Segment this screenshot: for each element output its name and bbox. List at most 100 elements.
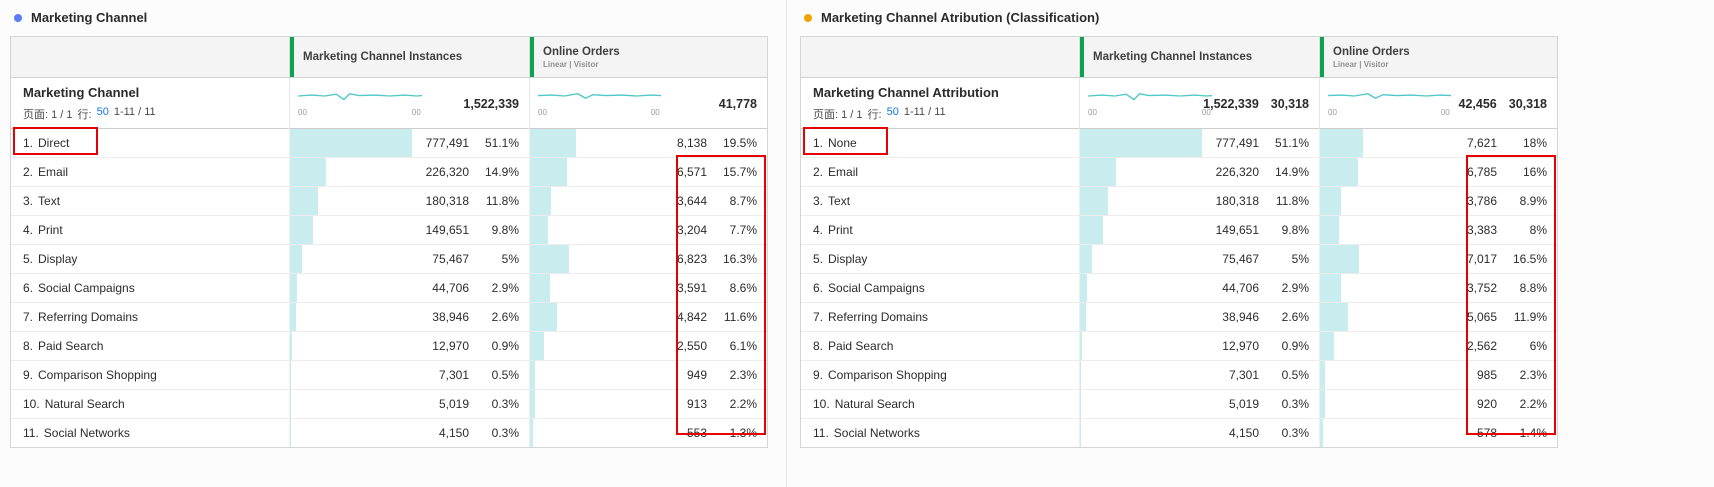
table-row[interactable]: 11. Social Networks 4,150 0.3% 553 1.3% bbox=[11, 419, 767, 447]
table-body: 1. Direct 777,491 51.1% 8,138 19.5% 2. E… bbox=[11, 129, 767, 447]
instances-cell: 4,150 0.3% bbox=[289, 419, 529, 447]
value-bar bbox=[1320, 129, 1363, 157]
row-label: Print bbox=[38, 223, 63, 237]
metric-percent: 0.3% bbox=[1281, 397, 1309, 411]
metric-value: 149,651 bbox=[1215, 223, 1259, 237]
metric-total: 1,522,339 bbox=[1203, 96, 1259, 111]
value-bar bbox=[290, 158, 326, 186]
value-bar bbox=[530, 187, 551, 215]
value-bar bbox=[530, 216, 549, 244]
row-rank: 6. bbox=[23, 281, 34, 295]
row-rank: 2. bbox=[813, 165, 824, 179]
metric-value: 75,467 bbox=[1222, 252, 1259, 266]
metric-percent: 2.3% bbox=[729, 368, 757, 382]
metric-percent: 8.7% bbox=[729, 194, 757, 208]
table-row[interactable]: 2. Email 226,320 14.9% 6,785 16% bbox=[801, 158, 1557, 187]
table-row[interactable]: 5. Display 75,467 5% 7,017 16.5% bbox=[801, 245, 1557, 274]
value-bar bbox=[1080, 303, 1087, 331]
value-bar bbox=[1080, 390, 1081, 418]
value-bar bbox=[530, 361, 536, 389]
column-header-instances[interactable]: Marketing Channel Instances bbox=[289, 37, 529, 77]
table-row[interactable]: 4. Print 149,651 9.8% 3,383 8% bbox=[801, 216, 1557, 245]
row-label: Social Campaigns bbox=[38, 281, 135, 295]
column-header-instances[interactable]: Marketing Channel Instances bbox=[1079, 37, 1319, 77]
row-range: 1-11 / 11 bbox=[903, 106, 946, 118]
table-row[interactable]: 8. Paid Search 12,970 0.9% 2,550 6.1% bbox=[11, 332, 767, 361]
instances-cell: 44,706 2.9% bbox=[1079, 274, 1319, 302]
row-label: Email bbox=[828, 165, 859, 179]
rows-per-page-link[interactable]: 50 bbox=[96, 106, 109, 118]
panel-header-marketing-channel: Marketing Channel bbox=[14, 10, 147, 25]
table-row[interactable]: 7. Referring Domains 38,946 2.6% 4,842 1… bbox=[11, 303, 767, 332]
instances-cell: 777,491 51.1% bbox=[289, 129, 529, 157]
metric-percent: 0.5% bbox=[491, 368, 519, 382]
table-row[interactable]: 10. Natural Search 5,019 0.3% 913 2.2% bbox=[11, 390, 767, 419]
orders-cell: 3,383 8% bbox=[1319, 216, 1557, 244]
row-rank: 4. bbox=[813, 223, 824, 237]
column-header-online-orders[interactable]: Online Orders Linear | Visitor bbox=[529, 37, 767, 77]
table-row[interactable]: 10. Natural Search 5,019 0.3% 920 2.2% bbox=[801, 390, 1557, 419]
table-row[interactable]: 2. Email 226,320 14.9% 6,571 15.7% bbox=[11, 158, 767, 187]
value-bar bbox=[1080, 158, 1116, 186]
table-row[interactable]: 6. Social Campaigns 44,706 2.9% 3,591 8.… bbox=[11, 274, 767, 303]
value-bar bbox=[1320, 216, 1339, 244]
dimension-cell: 1. None bbox=[801, 129, 1079, 157]
table-row[interactable]: 1. Direct 777,491 51.1% 8,138 19.5% bbox=[11, 129, 767, 158]
rows-per-page-link[interactable]: 50 bbox=[886, 106, 899, 118]
metric-percent: 51.1% bbox=[1274, 136, 1309, 150]
table-row[interactable]: 6. Social Campaigns 44,706 2.9% 3,752 8.… bbox=[801, 274, 1557, 303]
metric-value: 180,318 bbox=[1215, 194, 1259, 208]
dimension-cell: 7. Referring Domains bbox=[11, 303, 289, 331]
dimension-cell: 5. Display bbox=[801, 245, 1079, 273]
table-row[interactable]: 7. Referring Domains 38,946 2.6% 5,065 1… bbox=[801, 303, 1557, 332]
row-rank: 3. bbox=[23, 194, 34, 208]
metric-percent: 51.1% bbox=[484, 136, 519, 150]
dimension-title: Marketing Channel Attribution bbox=[813, 85, 999, 100]
table-row[interactable]: 1. None 777,491 51.1% 7,621 18% bbox=[801, 129, 1557, 158]
metric-value: 553 bbox=[686, 426, 707, 440]
row-label: Text bbox=[828, 194, 851, 208]
row-rank: 6. bbox=[813, 281, 824, 295]
metric-value: 7,621 bbox=[1466, 136, 1497, 150]
metric-accent-bar bbox=[530, 37, 534, 77]
table-row[interactable]: 9. Comparison Shopping 7,301 0.5% 985 2.… bbox=[801, 361, 1557, 390]
table-row[interactable]: 8. Paid Search 12,970 0.9% 2,562 6% bbox=[801, 332, 1557, 361]
metric-value: 8,138 bbox=[676, 136, 707, 150]
table-row[interactable]: 3. Text 180,318 11.8% 3,786 8.9% bbox=[801, 187, 1557, 216]
row-rank: 5. bbox=[813, 252, 824, 266]
metric-value: 3,644 bbox=[676, 194, 707, 208]
row-label: Paid Search bbox=[38, 339, 104, 353]
column-header-online-orders[interactable]: Online Orders Linear | Visitor bbox=[1319, 37, 1557, 77]
metric-value: 44,706 bbox=[1222, 281, 1259, 295]
table-row[interactable]: 11. Social Networks 4,150 0.3% 578 1.4% bbox=[801, 419, 1557, 447]
value-bar bbox=[1320, 332, 1335, 360]
dimension-header-cell: Marketing Channel Attribution 页面: 1 / 1 … bbox=[801, 78, 1079, 129]
metric-percent: 0.3% bbox=[491, 397, 519, 411]
metric-percent: 2.2% bbox=[729, 397, 757, 411]
table-row[interactable]: 5. Display 75,467 5% 6,823 16.3% bbox=[11, 245, 767, 274]
value-bar bbox=[1080, 332, 1083, 360]
instances-cell: 75,467 5% bbox=[1079, 245, 1319, 273]
metric-percent: 14.9% bbox=[1274, 165, 1309, 179]
table-body: 1. None 777,491 51.1% 7,621 18% 2. Email… bbox=[801, 129, 1557, 447]
value-bar bbox=[1080, 274, 1087, 302]
dimension-cell: 1. Direct bbox=[11, 129, 289, 157]
dimension-header-cell: Marketing Channel 页面: 1 / 1 行: 50 1-11 /… bbox=[11, 78, 289, 129]
value-bar bbox=[1320, 158, 1358, 186]
table-row[interactable]: 9. Comparison Shopping 7,301 0.5% 949 2.… bbox=[11, 361, 767, 390]
table-row[interactable]: 3. Text 180,318 11.8% 3,644 8.7% bbox=[11, 187, 767, 216]
page-indicator: 页面: 1 / 1 bbox=[813, 109, 863, 121]
metric-value: 4,150 bbox=[438, 426, 469, 440]
spark-tick-right: 00 bbox=[1440, 108, 1450, 117]
dimension-cell: 9. Comparison Shopping bbox=[11, 361, 289, 389]
table-row[interactable]: 4. Print 149,651 9.8% 3,204 7.7% bbox=[11, 216, 767, 245]
value-bar bbox=[290, 245, 302, 273]
metric-percent: 11.6% bbox=[723, 310, 757, 324]
metric-percent: 8.8% bbox=[1519, 281, 1547, 295]
metric-percent: 5% bbox=[501, 252, 519, 266]
metric-value: 12,970 bbox=[1222, 339, 1259, 353]
value-bar bbox=[290, 361, 292, 389]
instances-cell: 4,150 0.3% bbox=[1079, 419, 1319, 447]
value-bar bbox=[290, 390, 291, 418]
dimension-header-spacer bbox=[11, 37, 289, 77]
